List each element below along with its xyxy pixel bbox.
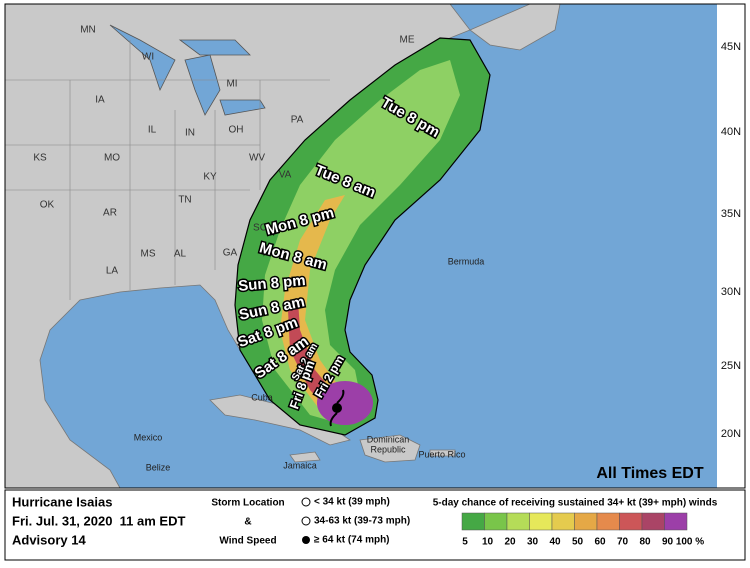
latitude-label: 45N	[721, 41, 741, 53]
key-icon-weak	[301, 497, 311, 507]
probability-label: 20	[504, 537, 516, 548]
key-icon-ts	[301, 516, 311, 526]
probability-label: 60	[594, 537, 606, 548]
latitude-label: 40N	[721, 126, 741, 138]
key-label: 34-63 kt (39-73 mph)	[314, 516, 410, 527]
state-label: OH	[229, 125, 244, 136]
state-label: KS	[33, 153, 47, 164]
probability-label: 5	[462, 537, 468, 548]
cone-band-light	[262, 60, 460, 425]
advisory: Advisory 14	[12, 532, 86, 547]
probability-label: 80	[639, 537, 651, 548]
probability-swatch	[664, 512, 688, 531]
probability-label: 30	[527, 537, 539, 548]
place-label: Republic	[370, 444, 406, 454]
state-label: TN	[178, 195, 191, 206]
probability-swatch	[506, 512, 530, 531]
place-label: Mexico	[134, 432, 163, 442]
time-note: All Times EDT	[596, 465, 704, 482]
place-label: Dominican	[367, 434, 410, 444]
state-label: GA	[223, 248, 238, 259]
key-icon-hurricane	[302, 536, 310, 544]
state-label: SC	[253, 223, 267, 234]
state-label: MI	[226, 79, 237, 90]
state-label: OK	[40, 200, 55, 211]
key-title: &	[244, 517, 251, 528]
state-label: WV	[249, 153, 265, 164]
probability-swatch	[641, 512, 665, 531]
place-label: Belize	[146, 462, 171, 472]
state-label: WI	[142, 52, 154, 63]
place-label: Puerto Rico	[418, 449, 465, 459]
state-label: LA	[106, 266, 119, 277]
probability-label: 100 %	[676, 537, 704, 548]
cuba	[209, 394, 351, 446]
probability-title: 5-day chance of receiving sustained 34+ …	[433, 498, 718, 509]
state-label: AR	[103, 208, 117, 219]
state-label: MN	[80, 25, 96, 36]
state-label: PA	[291, 115, 304, 126]
probability-label: 70	[617, 537, 629, 548]
state-label: VA	[279, 170, 292, 181]
probability-swatch	[484, 512, 508, 531]
place-label: Bermuda	[448, 256, 485, 266]
state-label: ME	[400, 35, 415, 46]
latitude-label: 20N	[721, 428, 741, 440]
place-label: Cuba	[251, 392, 273, 402]
jamaica	[289, 451, 321, 463]
latitude-label: 30N	[721, 286, 741, 298]
key-title: Wind Speed	[219, 536, 276, 547]
probability-swatch	[596, 512, 620, 531]
place-label: Jamaica	[283, 460, 317, 470]
latitude-label: 25N	[721, 360, 741, 372]
latitude-label: 35N	[721, 208, 741, 220]
state-label: IN	[185, 128, 195, 139]
map-frame	[4, 3, 746, 489]
probability-swatch	[551, 512, 575, 531]
probability-label: 90	[662, 537, 674, 548]
probability-swatch	[619, 512, 643, 531]
probability-label: 40	[549, 537, 561, 548]
probability-label: 10	[482, 537, 494, 548]
state-borders	[5, 40, 330, 300]
storm-swirl	[329, 389, 345, 427]
key-title: Storm Location	[211, 498, 284, 509]
storm-name: Hurricane Isaias	[12, 494, 112, 509]
hispaniola	[359, 434, 421, 463]
puerto-rico	[429, 449, 456, 457]
state-label: IA	[95, 95, 105, 106]
latitude-strip	[717, 4, 747, 488]
key-label: < 34 kt (39 mph)	[314, 497, 390, 508]
state-label: AL	[174, 249, 187, 260]
key-label: ≥ 64 kt (74 mph)	[314, 535, 390, 546]
probability-swatch	[461, 512, 485, 531]
great-lakes	[109, 24, 266, 116]
probability-label: 50	[572, 537, 584, 548]
probability-swatch	[574, 512, 598, 531]
storm-position	[332, 403, 342, 413]
state-label: MO	[104, 153, 120, 164]
state-label: MS	[141, 249, 156, 260]
issued-time: Fri. Jul. 31, 2020 11 am EDT	[12, 513, 185, 528]
state-label: KY	[203, 172, 217, 183]
state-label: IL	[148, 125, 157, 136]
probability-swatch	[529, 512, 553, 531]
cone-band-purple	[317, 381, 373, 425]
